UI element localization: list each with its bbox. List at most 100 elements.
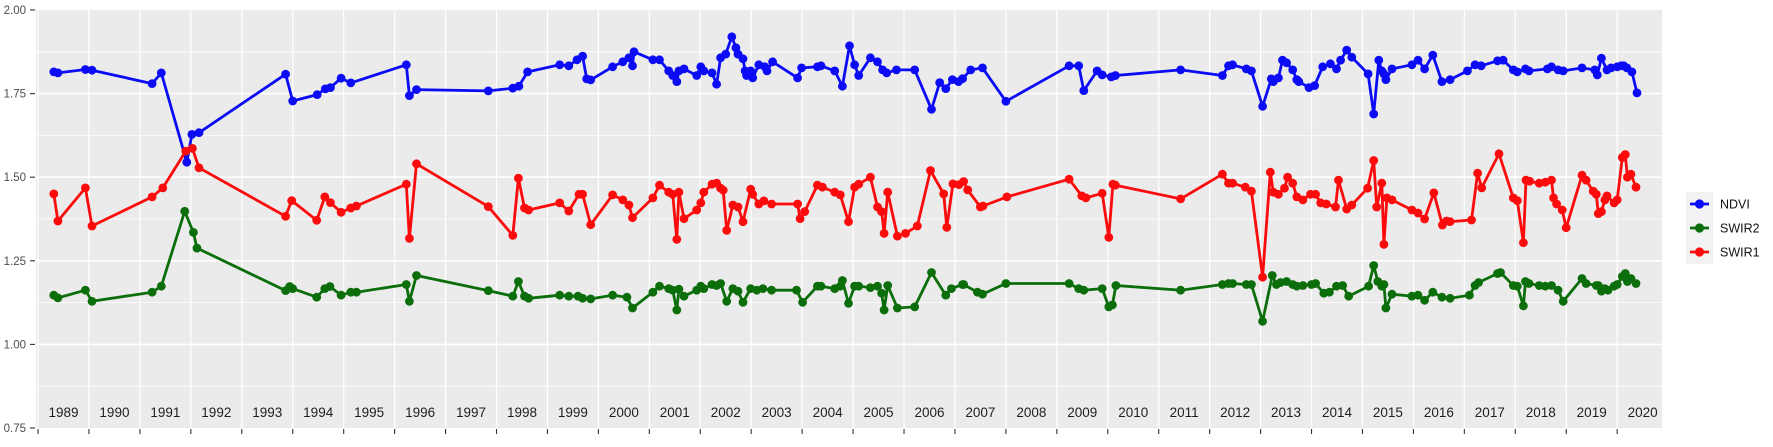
point-SWIR2 bbox=[401, 280, 411, 289]
point-NDVI bbox=[405, 91, 414, 100]
point-NDVI bbox=[1463, 66, 1472, 76]
point-NDVI bbox=[1363, 69, 1373, 79]
point-NDVI bbox=[850, 60, 859, 70]
point-NDVI bbox=[727, 32, 737, 42]
year-label-1995: 1995 bbox=[354, 405, 384, 420]
data-series bbox=[49, 32, 1642, 326]
point-NDVI bbox=[412, 85, 421, 94]
point-SWIR2 bbox=[1496, 268, 1505, 277]
point-SWIR1 bbox=[679, 214, 689, 224]
point-NDVI bbox=[401, 60, 411, 70]
point-SWIR1 bbox=[281, 211, 290, 221]
point-SWIR2 bbox=[1298, 281, 1308, 290]
point-NDVI bbox=[935, 78, 945, 87]
point-SWIR1 bbox=[1280, 183, 1289, 193]
point-SWIR1 bbox=[942, 223, 952, 232]
point-SWIR1 bbox=[1247, 186, 1256, 196]
point-SWIR1 bbox=[1002, 192, 1012, 202]
point-SWIR2 bbox=[1064, 279, 1074, 288]
point-SWIR2 bbox=[483, 286, 493, 295]
year-label-1996: 1996 bbox=[405, 405, 435, 420]
point-SWIR1 bbox=[483, 202, 493, 212]
point-SWIR2 bbox=[622, 292, 632, 302]
point-NDVI bbox=[1445, 75, 1455, 84]
point-NDVI bbox=[882, 68, 892, 78]
y-tick-label-1.75: 1.75 bbox=[4, 89, 26, 101]
year-label-2001: 2001 bbox=[660, 405, 690, 420]
point-NDVI bbox=[1558, 66, 1568, 76]
point-SWIR1 bbox=[49, 189, 59, 199]
point-SWIR2 bbox=[1631, 279, 1641, 288]
point-SWIR2 bbox=[738, 297, 748, 307]
point-SWIR2 bbox=[679, 291, 689, 301]
point-SWIR2 bbox=[655, 281, 664, 291]
point-SWIR1 bbox=[1283, 172, 1292, 182]
point-SWIR1 bbox=[1420, 214, 1429, 224]
point-NDVI bbox=[187, 130, 197, 139]
point-SWIR2 bbox=[1097, 284, 1107, 293]
point-NDVI bbox=[336, 73, 346, 83]
point-SWIR1 bbox=[508, 231, 518, 240]
point-SWIR1 bbox=[320, 192, 330, 202]
point-SWIR1 bbox=[793, 199, 802, 209]
point-SWIR1 bbox=[1311, 189, 1320, 199]
point-SWIR1 bbox=[158, 183, 168, 193]
point-SWIR1 bbox=[1547, 175, 1556, 185]
point-SWIR2 bbox=[81, 285, 90, 295]
point-SWIR2 bbox=[578, 293, 587, 303]
point-NDVI bbox=[629, 47, 639, 57]
point-NDVI bbox=[838, 81, 847, 91]
point-SWIR1 bbox=[1363, 183, 1372, 193]
year-label-2011: 2011 bbox=[1170, 405, 1199, 420]
point-NDVI bbox=[1476, 61, 1486, 71]
year-label-2019: 2019 bbox=[1577, 405, 1607, 420]
point-SWIR1 bbox=[1081, 193, 1091, 203]
point-SWIR1 bbox=[722, 226, 732, 235]
point-SWIR1 bbox=[1377, 178, 1387, 188]
point-SWIR2 bbox=[1387, 289, 1397, 299]
year-label-2007: 2007 bbox=[965, 405, 995, 420]
point-NDVI bbox=[194, 128, 204, 138]
point-NDVI bbox=[768, 57, 777, 67]
point-SWIR1 bbox=[1512, 196, 1522, 206]
point-SWIR2 bbox=[1001, 279, 1011, 288]
point-SWIR1 bbox=[926, 166, 935, 175]
point-NDVI bbox=[1413, 55, 1423, 65]
point-SWIR1 bbox=[1331, 202, 1340, 212]
point-NDVI bbox=[1318, 62, 1328, 72]
year-label-2005: 2005 bbox=[864, 405, 894, 420]
point-SWIR1 bbox=[672, 235, 682, 244]
point-SWIR2 bbox=[1553, 285, 1563, 295]
point-SWIR1 bbox=[866, 172, 875, 182]
point-NDVI bbox=[628, 61, 637, 71]
point-SWIR1 bbox=[1429, 188, 1439, 198]
point-SWIR1 bbox=[939, 189, 949, 199]
point-SWIR1 bbox=[1413, 208, 1423, 218]
point-NDVI bbox=[1332, 64, 1341, 74]
point-NDVI bbox=[312, 90, 322, 99]
point-SWIR2 bbox=[1547, 281, 1556, 290]
point-SWIR1 bbox=[655, 180, 664, 190]
point-NDVI bbox=[81, 65, 90, 74]
year-label-2003: 2003 bbox=[762, 405, 792, 420]
point-SWIR1 bbox=[405, 234, 414, 243]
point-SWIR1 bbox=[312, 215, 322, 225]
point-SWIR2 bbox=[792, 285, 801, 295]
point-SWIR1 bbox=[844, 217, 853, 227]
point-NDVI bbox=[1428, 50, 1438, 60]
year-label-2002: 2002 bbox=[711, 405, 741, 420]
point-SWIR2 bbox=[1581, 279, 1591, 288]
legend-label-swir1: SWIR1 bbox=[1720, 246, 1760, 260]
point-SWIR2 bbox=[1364, 281, 1373, 291]
year-label-2006: 2006 bbox=[914, 405, 944, 420]
point-NDVI bbox=[1420, 64, 1429, 74]
point-NDVI bbox=[793, 73, 802, 83]
point-SWIR2 bbox=[586, 294, 596, 304]
point-NDVI bbox=[655, 55, 664, 65]
point-SWIR1 bbox=[818, 182, 827, 192]
point-SWIR1 bbox=[1597, 207, 1606, 217]
point-SWIR1 bbox=[1387, 195, 1397, 205]
point-NDVI bbox=[1347, 52, 1357, 62]
point-SWIR2 bbox=[1258, 316, 1267, 326]
point-NDVI bbox=[978, 63, 987, 73]
